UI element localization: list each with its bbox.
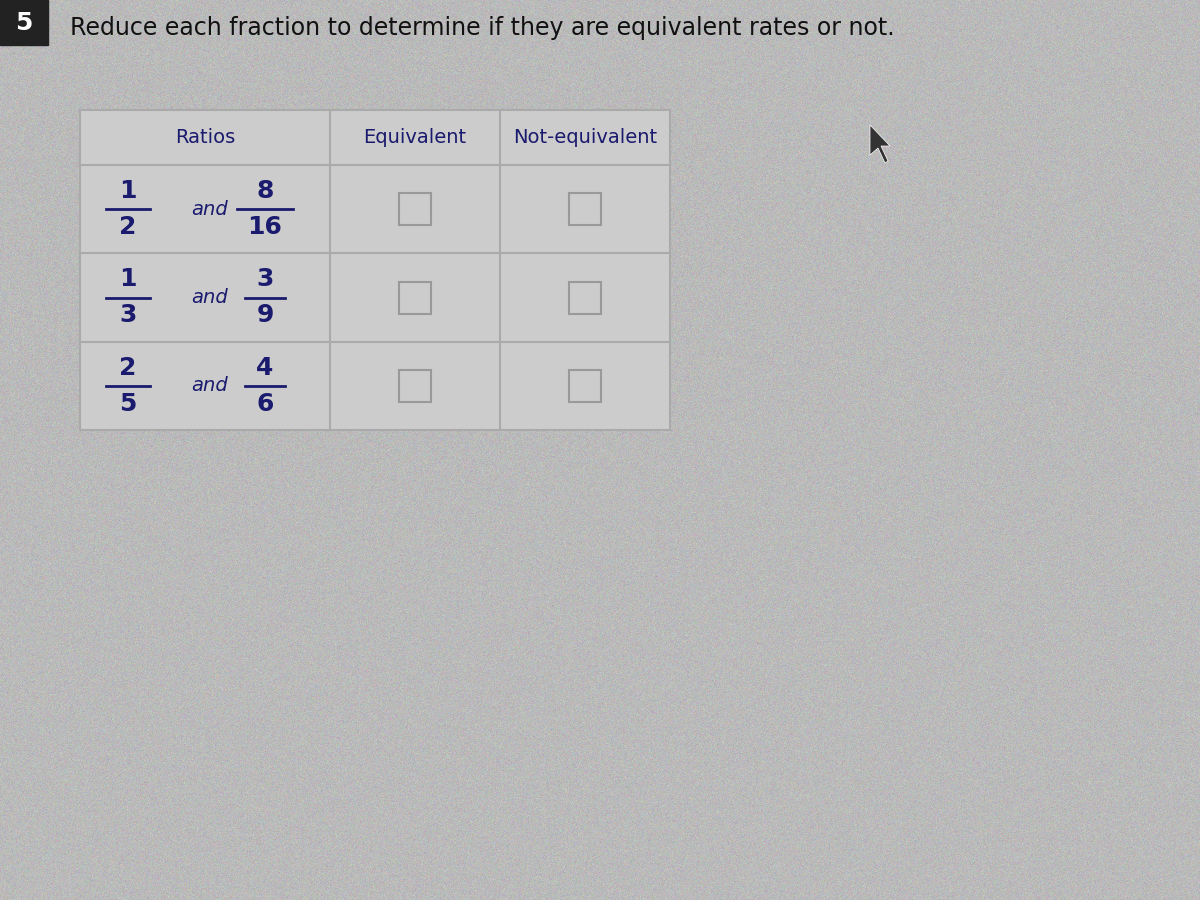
Bar <box>569 370 601 401</box>
Bar <box>569 194 601 225</box>
Text: 3: 3 <box>119 303 137 328</box>
Text: 3: 3 <box>257 267 274 292</box>
Text: 1: 1 <box>119 267 137 292</box>
Text: 2: 2 <box>119 215 137 239</box>
Polygon shape <box>870 125 890 163</box>
Text: 16: 16 <box>247 215 282 239</box>
Text: Reduce each fraction to determine if they are equivalent rates or not.: Reduce each fraction to determine if the… <box>70 16 895 40</box>
Text: 8: 8 <box>257 179 274 203</box>
Bar <box>398 194 431 225</box>
Text: 4: 4 <box>257 356 274 380</box>
Text: Not-equivalent: Not-equivalent <box>512 128 658 147</box>
Bar <box>398 282 431 313</box>
Bar <box>0 0 48 45</box>
Text: Ratios: Ratios <box>175 128 235 147</box>
Text: 5: 5 <box>119 392 137 416</box>
Text: 5: 5 <box>16 11 32 35</box>
Bar <box>398 370 431 401</box>
Text: 2: 2 <box>119 356 137 380</box>
Text: and: and <box>192 288 228 307</box>
Text: Equivalent: Equivalent <box>364 128 467 147</box>
Text: 6: 6 <box>257 392 274 416</box>
Bar <box>80 110 670 430</box>
Text: and: and <box>192 200 228 219</box>
Text: and: and <box>192 376 228 395</box>
Text: 9: 9 <box>257 303 274 328</box>
Bar <box>569 282 601 313</box>
Text: 1: 1 <box>119 179 137 203</box>
